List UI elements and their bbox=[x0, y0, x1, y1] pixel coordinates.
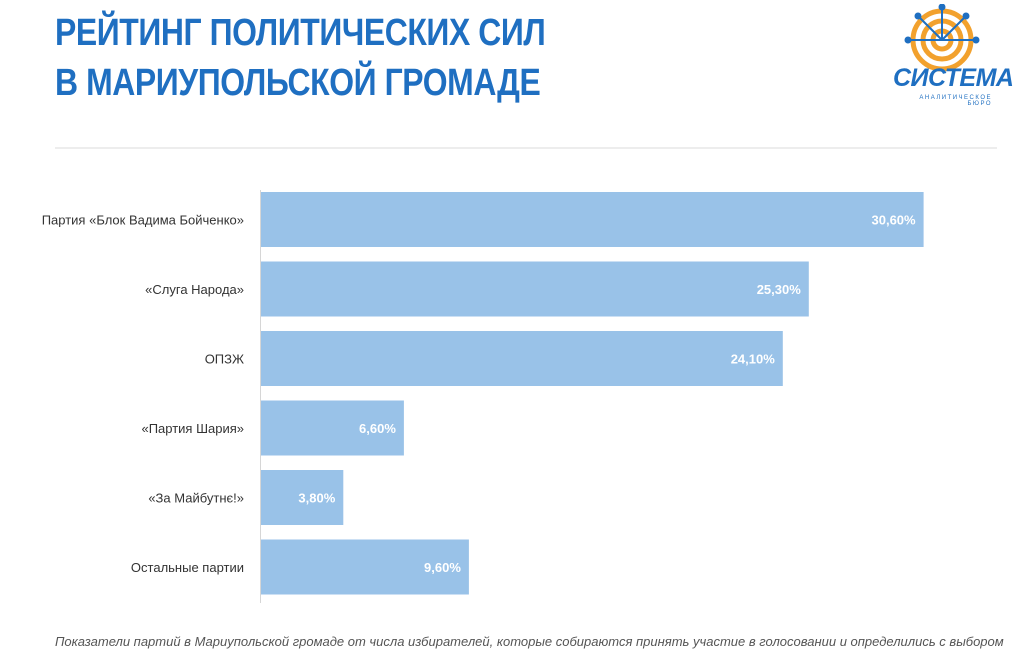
bar-2 bbox=[261, 331, 783, 386]
bar-1 bbox=[261, 261, 809, 317]
bar-4 bbox=[261, 470, 344, 525]
page-title: РЕЙТИНГ ПОЛИТИЧЕСКИХ СИЛ В МАРИУПОЛЬСКОЙ… bbox=[55, 8, 546, 108]
bar-0 bbox=[261, 192, 924, 247]
value-label-4: 3,80% bbox=[298, 491, 335, 506]
bar-3 bbox=[261, 400, 404, 456]
value-label-0: 30,60% bbox=[872, 213, 917, 228]
value-label-2: 24,10% bbox=[731, 352, 776, 367]
category-label-2: ОПЗЖ bbox=[205, 352, 244, 367]
logo-icon bbox=[904, 4, 980, 72]
category-label-5: Остальные партии bbox=[131, 560, 244, 575]
title-line-2: В МАРИУПОЛЬСКОЙ ГРОМАДЕ bbox=[55, 62, 541, 104]
header-divider bbox=[55, 147, 997, 149]
bar-5 bbox=[261, 539, 469, 595]
logo-subtitle: АНАЛИТИЧЕСКОЕ БЮРО bbox=[919, 95, 992, 107]
value-label-5: 9,60% bbox=[424, 560, 461, 575]
value-label-3: 6,60% bbox=[359, 421, 396, 436]
value-label-1: 25,30% bbox=[757, 282, 802, 297]
category-label-1: «Слуга Народа» bbox=[145, 282, 244, 297]
title-line-1: РЕЙТИНГ ПОЛИТИЧЕСКИХ СИЛ bbox=[55, 12, 546, 54]
logo-wordmark: СИСТЕМА bbox=[893, 64, 1014, 92]
category-label-3: «Партия Шария» bbox=[141, 421, 244, 436]
bar-chart: Партия «Блок Вадима Бойченко» 30,60% «Слуг… bbox=[42, 190, 924, 603]
category-label-0: Партия «Блок Вадима Бойченко» bbox=[42, 213, 244, 228]
footnote: Показатели партий в Мариупольской громад… bbox=[55, 634, 1004, 649]
category-label-4: «За Майбутнє!» bbox=[148, 491, 244, 506]
